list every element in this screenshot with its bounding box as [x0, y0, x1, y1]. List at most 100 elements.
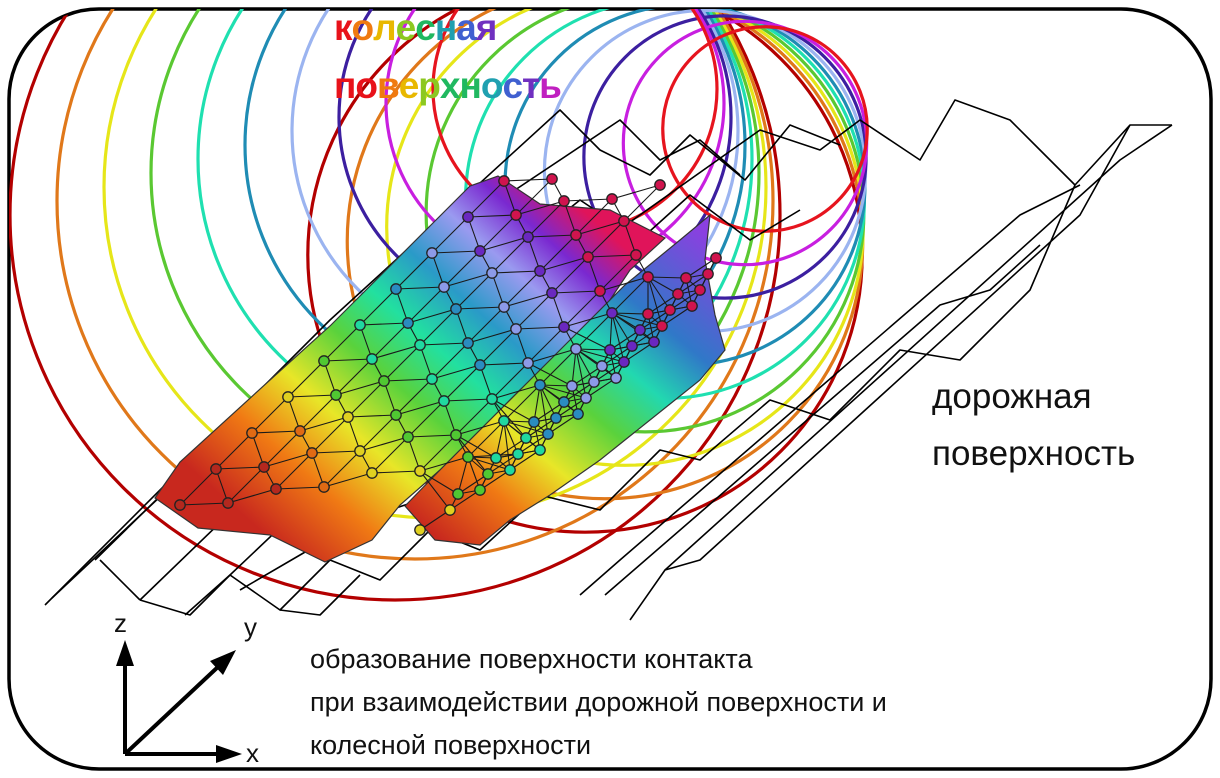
mesh-edge — [509, 449, 541, 471]
mesh-edge — [563, 200, 577, 236]
mesh-edge — [491, 362, 529, 400]
mesh-edge — [467, 216, 481, 252]
mesh-edge — [495, 437, 527, 459]
caption-line1: образование поверхности контакта — [310, 644, 753, 674]
mesh-edge — [371, 322, 409, 360]
mesh-edge — [527, 234, 577, 238]
mesh-node — [654, 179, 666, 191]
mesh-edge — [419, 434, 457, 472]
mesh-edge — [555, 397, 587, 419]
mesh-edge — [395, 400, 445, 416]
mesh-edge — [407, 436, 421, 472]
mesh-edge — [527, 348, 577, 364]
mesh-node — [626, 340, 638, 352]
mesh-edge — [503, 420, 519, 455]
mesh-edge — [359, 414, 397, 452]
coordinate-axes — [116, 640, 242, 763]
road-surface-label-line1: дорожная — [932, 377, 1092, 416]
mesh-node — [522, 357, 534, 369]
z-axis-label: z — [114, 608, 127, 638]
mesh-node — [680, 272, 692, 284]
mesh-edge — [299, 416, 349, 432]
mesh-edge — [563, 312, 613, 328]
y-axis — [123, 663, 222, 756]
x-axis-arrowhead — [216, 745, 242, 763]
mesh-edge — [347, 414, 397, 418]
road-profile-line — [579, 184, 1081, 596]
mesh-edge — [515, 326, 565, 330]
mesh-node — [306, 447, 318, 459]
mesh-node — [294, 425, 306, 437]
mesh-node — [686, 300, 698, 312]
diagram-caption: образование поверхности контакта при вза… — [310, 638, 887, 767]
mesh-node — [354, 319, 366, 331]
mesh-node — [558, 195, 570, 207]
mesh-edge — [431, 216, 469, 254]
mesh-edge — [503, 420, 549, 435]
mesh-node — [594, 285, 606, 297]
mesh-edge — [323, 450, 361, 488]
mesh-edge — [609, 329, 641, 351]
mesh-node — [570, 343, 582, 355]
mesh-edge — [359, 436, 409, 452]
mesh-edge — [407, 286, 445, 324]
road-profile-line — [604, 244, 1041, 596]
mesh-edge — [251, 432, 265, 468]
mesh-edge — [611, 184, 661, 200]
mesh-edge — [383, 378, 433, 382]
mesh-node — [504, 464, 516, 476]
mesh-edge — [631, 325, 663, 347]
mesh-node — [610, 372, 622, 384]
mesh-node — [534, 265, 546, 277]
mesh-edge — [525, 417, 557, 439]
mesh-edge — [647, 276, 687, 279]
mesh-edge — [503, 178, 553, 182]
mesh-edge — [601, 345, 633, 367]
y-axis-arrowhead — [210, 650, 236, 675]
mesh-edge — [575, 348, 587, 399]
mesh-edge — [599, 276, 649, 292]
mesh-node — [366, 353, 378, 365]
mesh-edge — [395, 286, 445, 290]
mesh-edge — [251, 430, 301, 434]
mesh-node — [542, 428, 554, 440]
contact-patch — [154, 173, 726, 563]
mesh-node — [258, 461, 270, 473]
mesh-edge — [467, 306, 505, 344]
mesh-node — [450, 429, 462, 441]
mesh-edge — [533, 384, 541, 423]
y-axis-label: y — [244, 612, 257, 642]
mesh-edge — [517, 433, 549, 455]
mesh-edge — [611, 312, 633, 347]
mesh-node — [490, 452, 502, 464]
mesh-edge — [347, 380, 385, 418]
mesh-edge — [587, 254, 637, 258]
mesh-edge — [479, 362, 529, 366]
mesh-node — [546, 287, 558, 299]
mesh-node — [534, 444, 546, 456]
mesh-edge — [455, 272, 493, 310]
mesh-edge — [251, 396, 289, 434]
mesh-node — [354, 445, 366, 457]
mesh-node — [474, 359, 486, 371]
mesh-edge — [419, 509, 451, 531]
mesh-node — [282, 391, 294, 403]
mesh-node — [462, 337, 474, 349]
mesh-node — [566, 380, 578, 392]
mesh-edge — [487, 453, 519, 475]
mesh-edge — [179, 468, 217, 506]
mesh-node — [606, 193, 618, 205]
mesh-edge — [611, 276, 649, 314]
mesh-edge — [431, 252, 445, 288]
mesh-edge — [575, 198, 613, 236]
mesh-edge — [457, 473, 489, 495]
mesh-edge — [323, 358, 373, 362]
mesh-edge — [467, 456, 481, 491]
mesh-edge — [503, 270, 541, 308]
mesh-edge — [491, 384, 541, 400]
mesh-node — [452, 488, 464, 500]
mesh-node — [402, 431, 414, 443]
mesh-edge — [215, 468, 229, 504]
mesh-edge — [449, 489, 481, 511]
mesh-edge — [575, 312, 613, 350]
